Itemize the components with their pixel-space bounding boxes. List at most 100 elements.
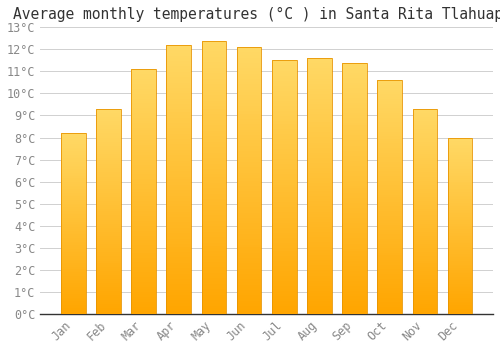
Bar bbox=[202, 73, 226, 76]
Bar bbox=[237, 87, 262, 90]
Bar bbox=[96, 197, 120, 199]
Bar bbox=[378, 127, 402, 129]
Bar bbox=[96, 109, 120, 314]
Bar bbox=[61, 301, 86, 303]
Bar bbox=[448, 250, 472, 252]
Bar bbox=[378, 284, 402, 286]
Bar bbox=[412, 144, 438, 146]
Bar bbox=[342, 120, 367, 123]
Bar bbox=[448, 219, 472, 220]
Bar bbox=[412, 148, 438, 150]
Bar bbox=[131, 69, 156, 72]
Bar bbox=[237, 74, 262, 77]
Bar bbox=[96, 154, 120, 156]
Bar bbox=[272, 134, 296, 136]
Bar bbox=[96, 304, 120, 306]
Bar bbox=[96, 224, 120, 226]
Bar bbox=[61, 193, 86, 195]
Bar bbox=[412, 283, 438, 285]
Bar bbox=[96, 222, 120, 224]
Bar bbox=[237, 250, 262, 253]
Bar bbox=[412, 115, 438, 117]
Bar bbox=[307, 271, 332, 273]
Bar bbox=[131, 226, 156, 228]
Bar bbox=[307, 140, 332, 142]
Bar bbox=[342, 241, 367, 244]
Bar bbox=[131, 106, 156, 108]
Bar bbox=[307, 145, 332, 148]
Bar bbox=[96, 113, 120, 115]
Bar bbox=[131, 157, 156, 160]
Bar bbox=[166, 231, 191, 233]
Bar bbox=[342, 158, 367, 161]
Bar bbox=[61, 241, 86, 243]
Bar bbox=[378, 265, 402, 267]
Bar bbox=[131, 69, 156, 314]
Bar bbox=[61, 186, 86, 187]
Bar bbox=[131, 199, 156, 201]
Bar bbox=[412, 152, 438, 154]
Bar bbox=[448, 150, 472, 152]
Bar bbox=[272, 184, 296, 187]
Bar bbox=[131, 201, 156, 204]
Bar bbox=[202, 142, 226, 145]
Bar bbox=[448, 182, 472, 183]
Bar bbox=[412, 160, 438, 162]
Bar bbox=[96, 164, 120, 166]
Bar bbox=[412, 252, 438, 254]
Bar bbox=[272, 268, 296, 271]
Bar bbox=[307, 255, 332, 258]
Bar bbox=[131, 189, 156, 191]
Bar bbox=[61, 300, 86, 301]
Bar bbox=[378, 115, 402, 118]
Bar bbox=[96, 271, 120, 273]
Bar bbox=[61, 209, 86, 211]
Bar bbox=[378, 290, 402, 293]
Bar bbox=[412, 269, 438, 271]
Bar bbox=[378, 181, 402, 183]
Bar bbox=[412, 277, 438, 279]
Bar bbox=[272, 126, 296, 129]
Bar bbox=[237, 258, 262, 260]
Bar bbox=[131, 307, 156, 309]
Bar bbox=[412, 219, 438, 222]
Bar bbox=[342, 306, 367, 309]
Bar bbox=[412, 271, 438, 273]
Bar bbox=[272, 266, 296, 268]
Bar bbox=[61, 292, 86, 294]
Bar bbox=[202, 82, 226, 84]
Bar bbox=[342, 68, 367, 70]
Bar bbox=[131, 277, 156, 280]
Bar bbox=[166, 107, 191, 110]
Bar bbox=[61, 205, 86, 207]
Bar bbox=[166, 126, 191, 128]
Bar bbox=[61, 162, 86, 164]
Bar bbox=[272, 152, 296, 154]
Bar bbox=[272, 288, 296, 291]
Bar bbox=[202, 120, 226, 122]
Bar bbox=[412, 275, 438, 277]
Bar bbox=[342, 146, 367, 148]
Bar bbox=[342, 63, 367, 314]
Bar bbox=[448, 229, 472, 231]
Bar bbox=[272, 304, 296, 306]
Bar bbox=[166, 279, 191, 282]
Bar bbox=[166, 163, 191, 166]
Bar bbox=[378, 258, 402, 260]
Bar bbox=[448, 180, 472, 182]
Bar bbox=[166, 308, 191, 311]
Bar bbox=[96, 238, 120, 240]
Bar bbox=[96, 285, 120, 287]
Bar bbox=[307, 178, 332, 181]
Bar bbox=[61, 243, 86, 245]
Bar bbox=[448, 303, 472, 305]
Bar bbox=[166, 223, 191, 225]
Bar bbox=[342, 208, 367, 211]
Bar bbox=[378, 244, 402, 246]
Bar bbox=[272, 258, 296, 261]
Bar bbox=[131, 221, 156, 223]
Bar bbox=[96, 252, 120, 254]
Bar bbox=[378, 312, 402, 314]
Bar bbox=[96, 248, 120, 250]
Bar bbox=[378, 80, 402, 314]
